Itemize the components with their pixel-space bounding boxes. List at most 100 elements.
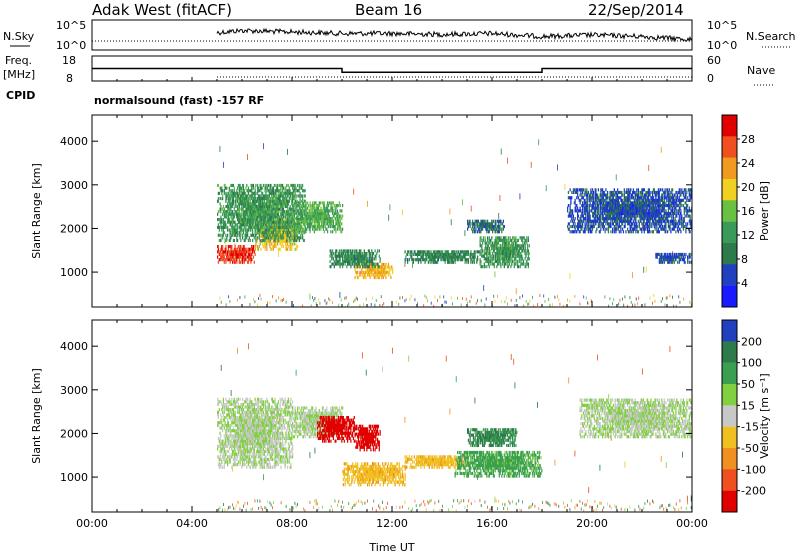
range-cell [617, 193, 619, 197]
range-cell [334, 209, 336, 213]
range-cell [275, 215, 277, 219]
range-cell [507, 246, 510, 250]
range-cell [303, 212, 305, 216]
range-cell [502, 241, 505, 245]
range-cell [356, 249, 358, 253]
range-cell [336, 259, 338, 264]
range-cell [505, 241, 507, 245]
range-cell [445, 258, 447, 262]
range-cell [497, 225, 499, 229]
range-cell [503, 241, 505, 245]
range-cell [355, 262, 357, 266]
scatter-cell [402, 296, 403, 299]
range-cell [304, 189, 306, 193]
range-cell [617, 206, 619, 210]
range-cell [257, 186, 259, 190]
range-cell [325, 209, 327, 213]
range-cell [594, 201, 596, 205]
range-cell [596, 193, 598, 197]
range-cell [244, 212, 246, 216]
range-cell [292, 220, 294, 224]
range-cell [363, 252, 365, 256]
range-cell [476, 258, 478, 262]
range-cell [232, 255, 234, 259]
range-cell [609, 214, 611, 218]
range-cell [236, 250, 238, 254]
range-cell [634, 214, 636, 218]
range-cell [249, 220, 251, 224]
range-cell [492, 252, 494, 256]
range-cell [375, 273, 377, 277]
range-cell [335, 219, 337, 223]
range-cell [280, 224, 282, 228]
range-cell [360, 254, 362, 258]
range-cell [522, 236, 524, 240]
range-cell [247, 207, 249, 211]
range-cell [332, 209, 334, 213]
range-cell [242, 228, 244, 232]
range-cell [271, 191, 273, 195]
range-cell [483, 249, 485, 253]
range-cell [338, 259, 340, 264]
range-cell [467, 260, 470, 264]
range-cell [247, 199, 249, 203]
range-cell [279, 183, 281, 188]
range-cell [347, 262, 349, 266]
range-cell [513, 246, 515, 250]
range-cell [618, 201, 620, 205]
range-cell [227, 204, 230, 209]
range-cell [237, 252, 240, 257]
range-cell [265, 218, 267, 222]
range-cell [267, 199, 270, 203]
range-cell [453, 258, 455, 262]
range-cell [229, 245, 231, 249]
range-cell [276, 210, 278, 214]
range-cell [353, 259, 355, 264]
scatter-cell [249, 303, 251, 307]
range-cell [502, 238, 505, 243]
range-cell [524, 265, 526, 269]
range-cell [282, 186, 285, 190]
range-cell [627, 222, 629, 226]
range-cell [272, 202, 275, 206]
range-cell [252, 220, 254, 224]
range-cell [359, 273, 361, 277]
range-cell [263, 202, 265, 206]
range-cell [488, 236, 490, 240]
range-cell [584, 225, 586, 229]
scatter-cell [477, 299, 478, 303]
range-cell [226, 186, 228, 190]
range-cell [432, 260, 435, 264]
range-cell [472, 222, 474, 226]
range-cell [497, 246, 500, 250]
range-cell [222, 228, 225, 232]
range-cell [351, 262, 353, 266]
range-cell [619, 206, 621, 210]
range-cell [337, 222, 340, 226]
range-cell [298, 186, 300, 190]
range-cell [287, 212, 290, 216]
range-cell [527, 249, 530, 253]
range-cell [293, 194, 295, 198]
range-cell [480, 249, 482, 253]
range-cell [522, 259, 525, 264]
scatter-cell [439, 295, 441, 299]
range-cell [249, 225, 251, 229]
range-cell [272, 229, 274, 233]
range-cell [386, 270, 388, 274]
range-cell [600, 214, 602, 218]
range-cell [492, 246, 494, 250]
range-cell [291, 220, 293, 224]
range-cell [242, 245, 245, 249]
range-cell [624, 211, 626, 216]
scatter-cell [519, 193, 521, 200]
range-cell [601, 193, 603, 197]
range-cell [229, 252, 231, 257]
range-cell [292, 218, 295, 222]
range-cell [231, 210, 233, 214]
range-cell [227, 215, 230, 219]
range-cell [309, 209, 311, 213]
range-cell [243, 252, 245, 257]
range-cell [620, 219, 622, 223]
range-cell [247, 220, 249, 224]
